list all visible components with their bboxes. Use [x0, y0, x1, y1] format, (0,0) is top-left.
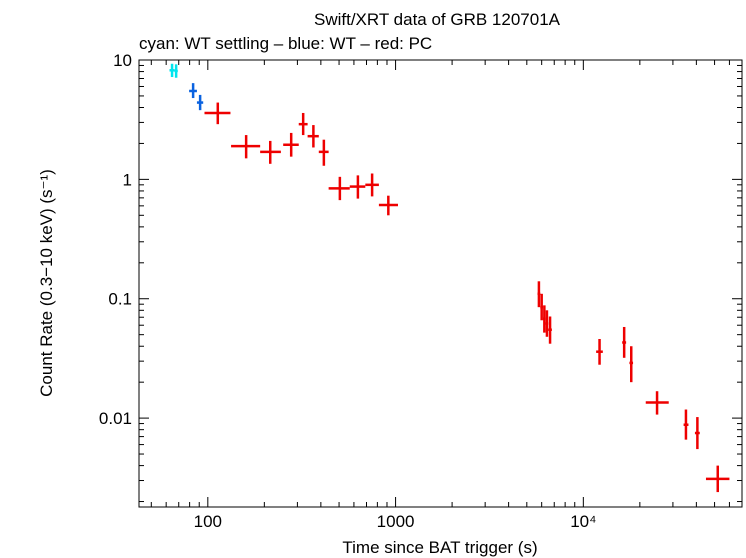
data-point: [196, 94, 204, 111]
data-point: [365, 173, 379, 197]
data-point: [683, 409, 689, 440]
data-point: [545, 310, 549, 337]
x-axis-label: Time since BAT trigger (s): [342, 538, 537, 557]
data-point: [189, 83, 197, 99]
x-tick-label: 1000: [377, 512, 415, 531]
data-point: [705, 465, 730, 493]
data-point: [318, 139, 329, 166]
data-point: [169, 63, 175, 78]
x-tick-label: 10⁴: [570, 512, 596, 531]
chart-subtitle: cyan: WT settling – blue: WT – red: PC: [139, 34, 432, 53]
data-point: [174, 64, 178, 78]
data-point: [349, 175, 366, 199]
data-points: [169, 63, 730, 493]
axis-ticks: [139, 59, 743, 507]
data-point: [596, 338, 603, 365]
data-point: [298, 112, 308, 136]
y-axis-label: Count Rate (0.3−10 keV) (s⁻¹): [37, 169, 56, 397]
chart-title: Swift/XRT data of GRB 120701A: [314, 10, 561, 29]
data-point: [629, 346, 634, 383]
data-point: [328, 176, 350, 201]
y-tick-label: 10: [113, 51, 132, 70]
data-point: [378, 195, 398, 216]
axis-tick-labels: 100 1000 10⁴ 10 1 0.1 0.01: [99, 51, 597, 531]
data-point: [622, 326, 627, 358]
data-point: [540, 293, 544, 321]
data-point: [260, 140, 281, 164]
plot-frame: [138, 59, 743, 508]
y-tick-label: 0.1: [108, 290, 132, 309]
data-point: [307, 125, 319, 148]
data-point: [543, 305, 546, 333]
data-point: [645, 391, 669, 415]
data-point: [548, 316, 552, 344]
data-point: [537, 281, 541, 308]
data-point: [231, 135, 261, 159]
data-point: [204, 102, 231, 125]
data-point: [283, 132, 299, 157]
y-tick-label: 0.01: [99, 409, 132, 428]
y-tick-label: 1: [123, 170, 132, 189]
x-tick-label: 100: [194, 512, 222, 531]
data-point: [694, 417, 700, 450]
